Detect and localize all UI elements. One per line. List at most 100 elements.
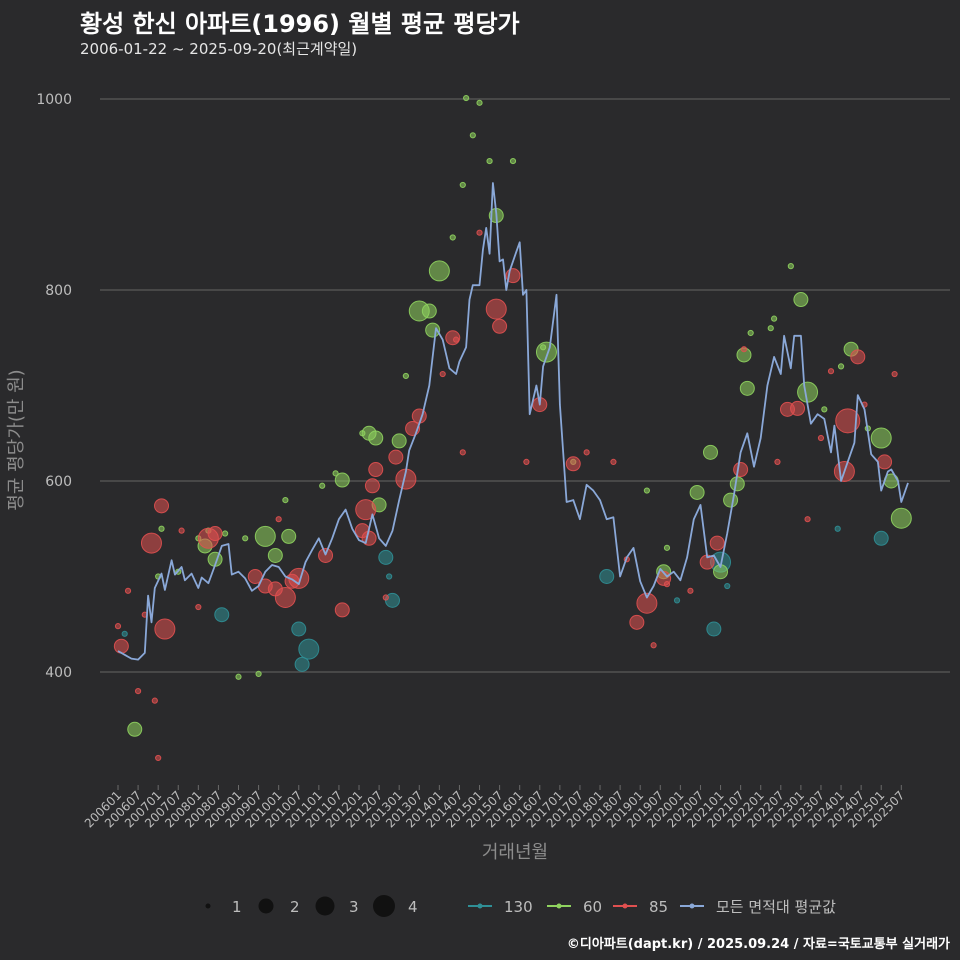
data-point-85: [274, 587, 296, 609]
data-point-85: [774, 458, 781, 465]
y-tick-label: 800: [45, 283, 72, 299]
legend-color-label: 130: [504, 898, 533, 916]
data-point-60: [332, 470, 339, 477]
y-axis-title: 평균 평당가(만 원): [6, 369, 27, 510]
average-line-path: [117, 182, 909, 661]
data-point-60: [663, 544, 671, 551]
data-point-85: [275, 516, 282, 523]
data-point-85: [134, 688, 142, 695]
data-point-60: [739, 380, 755, 396]
data-point-85: [709, 535, 725, 551]
y-tick-label: 1000: [36, 92, 72, 108]
x-axis-ticks: 2006012006072007012007072008012008072009…: [82, 785, 907, 831]
data-point-60: [476, 99, 483, 106]
data-point-60: [127, 721, 143, 737]
data-point-85: [355, 499, 377, 521]
data-point-85: [113, 638, 129, 654]
grid-lines: [100, 98, 950, 673]
data-point-85: [733, 462, 749, 478]
data-point-60: [267, 547, 283, 563]
data-point-60: [535, 341, 557, 363]
data-point-60: [797, 381, 819, 403]
data-point-85: [476, 229, 483, 236]
data-point-130: [724, 582, 731, 590]
data-point-60: [689, 484, 705, 500]
data-point-85: [439, 370, 446, 378]
data-point-85: [850, 349, 866, 365]
data-point-60: [242, 535, 249, 542]
data-point-85: [207, 526, 223, 542]
legend-color-dot: [477, 903, 483, 909]
legend-color-label: 85: [649, 898, 668, 916]
data-point-60: [402, 372, 409, 380]
chart-subtitle: 2006-01-22 ~ 2025-09-20(최근계약일): [80, 40, 358, 58]
data-point-85: [877, 454, 893, 470]
legend-size-marker: [373, 895, 395, 917]
data-point-85: [629, 614, 645, 630]
data-point-60: [771, 315, 778, 322]
data-point-85: [364, 478, 380, 494]
data-point-85: [740, 346, 748, 353]
data-point-85: [650, 642, 657, 649]
data-point-60: [723, 492, 739, 508]
data-point-85: [492, 318, 508, 334]
legend-color-label: 60: [583, 898, 602, 916]
data-point-85: [804, 516, 811, 523]
data-point-85: [459, 449, 466, 456]
legend-size-marker: [258, 898, 274, 914]
data-point-85: [382, 594, 389, 601]
data-point-85: [178, 527, 185, 534]
data-point-85: [827, 368, 835, 375]
data-point-85: [114, 623, 122, 630]
data-point-130: [294, 656, 310, 672]
data-point-85: [565, 456, 581, 472]
data-point-60: [486, 157, 493, 165]
data-point-60: [222, 530, 229, 537]
data-point-85: [583, 449, 590, 456]
data-point-130: [873, 530, 889, 546]
data-point-60: [281, 528, 297, 544]
data-point-85: [687, 587, 694, 594]
data-point-60: [837, 363, 845, 370]
data-point-60: [254, 525, 276, 547]
data-point-130: [673, 597, 681, 604]
data-point-60: [870, 427, 892, 449]
data-point-60: [469, 132, 476, 139]
data-point-85: [368, 462, 384, 478]
data-point-60: [767, 325, 774, 332]
data-point-60: [255, 670, 262, 678]
x-axis-title: 거래년월: [482, 842, 548, 863]
data-point-130: [214, 607, 230, 623]
data-point-85: [636, 592, 658, 614]
data-point-60: [334, 472, 350, 488]
data-point-85: [610, 458, 617, 465]
data-point-85: [817, 434, 825, 442]
data-point-85: [388, 449, 404, 465]
data-point-130: [298, 638, 320, 660]
data-point-85: [835, 408, 861, 434]
data-point-130: [378, 549, 394, 565]
chart-title: 황성 한신 아파트(1996) 월별 평균 평당가: [80, 10, 520, 38]
data-point-60: [319, 482, 326, 489]
data-point-85: [195, 603, 202, 611]
legend-size-label: 3: [349, 898, 359, 916]
data-point-85: [155, 754, 162, 762]
data-point-85: [154, 618, 176, 640]
data-point-85: [154, 498, 170, 514]
data-point-130: [386, 573, 393, 580]
data-point-60: [459, 181, 466, 189]
data-point-60: [158, 525, 165, 532]
data-point-60: [391, 433, 407, 449]
y-tick-label: 600: [45, 474, 72, 490]
source-caption: ©디아파트(dapt.kr) / 2025.09.24 / 자료=국토교통부 실…: [566, 937, 950, 952]
data-point-130: [706, 621, 722, 637]
data-point-60: [821, 406, 828, 413]
data-point-85: [140, 532, 162, 554]
data-point-85: [485, 298, 507, 320]
legend-size-label: 2: [290, 898, 300, 916]
scatter-points: [113, 94, 912, 762]
data-point-60: [747, 329, 754, 337]
data-point-85: [334, 602, 350, 618]
data-point-85: [452, 336, 460, 343]
